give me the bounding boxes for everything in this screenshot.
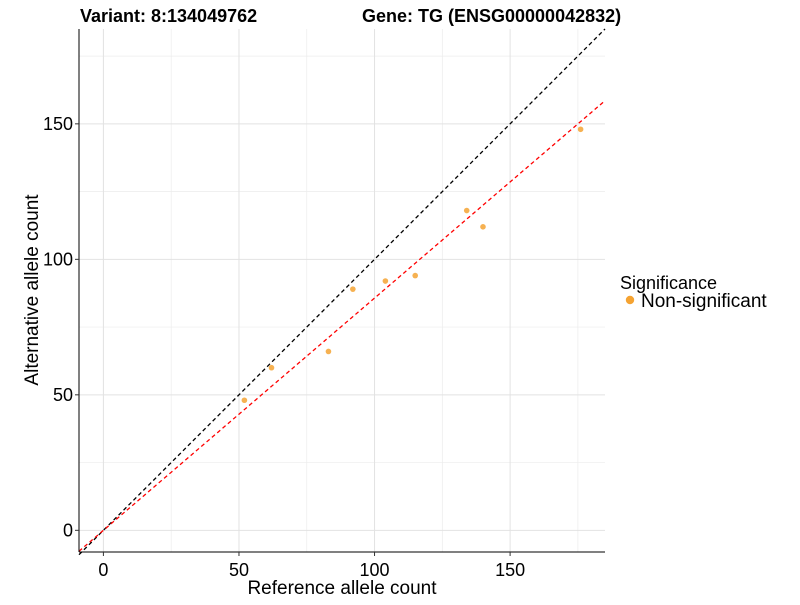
- data-point: [325, 348, 332, 355]
- chart-title-gene: Gene: TG (ENSG00000042832): [362, 6, 621, 26]
- y-tick-label: 150: [43, 114, 73, 134]
- axes: 0 50 100 150 0 50 100 150: [43, 29, 605, 580]
- grid-layer: [79, 29, 605, 552]
- legend: Significance Non-significant: [620, 273, 767, 312]
- legend-marker-non-significant: [625, 295, 635, 305]
- data-point: [350, 286, 356, 292]
- x-axis-title: Reference allele count: [247, 578, 437, 599]
- y-tick-label: 50: [53, 385, 73, 405]
- x-tick-label: 100: [360, 560, 390, 580]
- legend-label-non-significant: Non-significant: [641, 291, 767, 312]
- fit-reference-line: [78, 100, 606, 552]
- data-point: [412, 272, 419, 279]
- x-tick-label: 150: [495, 560, 525, 580]
- data-point: [382, 278, 389, 284]
- data-point: [480, 224, 486, 230]
- data-points: [241, 126, 584, 404]
- y-tick-label: 100: [43, 249, 73, 269]
- data-point: [268, 364, 275, 371]
- data-point: [577, 126, 584, 133]
- reference-lines: [78, 28, 606, 556]
- y-tick-label: 0: [63, 520, 73, 540]
- x-tick-label: 50: [229, 560, 249, 580]
- data-point: [241, 397, 248, 404]
- identity-reference-line: [78, 28, 606, 556]
- chart-title-variant: Variant: 8:134049762: [80, 6, 257, 26]
- y-axis-title: Alternative allele count: [22, 194, 43, 386]
- data-point: [463, 207, 470, 214]
- legend-title: Significance: [620, 273, 717, 293]
- x-tick-label: 0: [98, 560, 108, 580]
